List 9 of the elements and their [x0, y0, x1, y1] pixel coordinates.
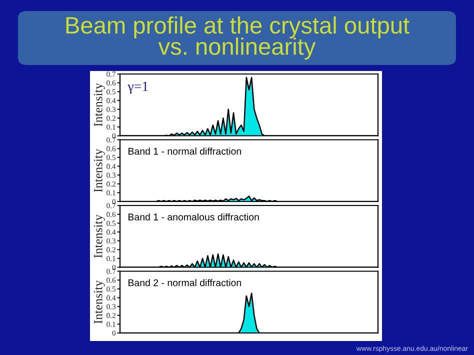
annotation: γ=1	[128, 82, 148, 94]
chart-title: Beam profile at the crystal output vs. nonlinearity	[66, 16, 410, 60]
y-axis-title: Intensity	[94, 83, 105, 126]
annotation: Band 1 - normal diffraction	[128, 148, 241, 155]
y-axis-title: Intensity	[94, 280, 105, 324]
y-axis-title: Intensity	[94, 148, 105, 192]
y-axis-title: Intensity	[94, 214, 105, 258]
annotation: Band 1 - anomalous diffraction	[128, 213, 259, 220]
annotation: Band 2 - normal diffraction	[128, 279, 241, 286]
